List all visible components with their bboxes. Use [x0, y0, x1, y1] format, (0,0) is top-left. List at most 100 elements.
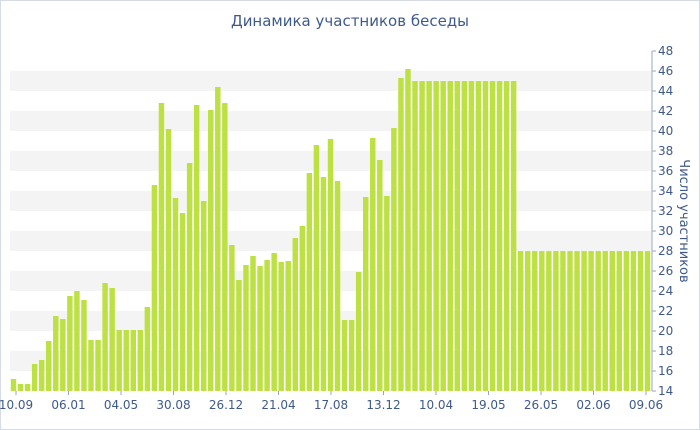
- x-tick-label: 26.05: [524, 398, 558, 412]
- bar: [588, 251, 594, 391]
- bar: [370, 138, 376, 391]
- bar: [546, 251, 552, 391]
- bar: [278, 262, 284, 391]
- x-tick-label: 10.04: [419, 398, 453, 412]
- bar: [419, 81, 425, 391]
- y-axis-label: Число участников: [676, 159, 691, 282]
- bar: [468, 81, 475, 391]
- bar: [264, 260, 270, 391]
- y-tick-label: 42: [658, 104, 673, 118]
- bar: [482, 81, 489, 391]
- bar: [67, 296, 73, 391]
- bar: [123, 330, 129, 391]
- y-tick-label: 20: [658, 324, 673, 338]
- bar: [433, 81, 439, 391]
- bar: [595, 251, 601, 391]
- bar: [144, 307, 151, 391]
- bar: [60, 319, 66, 391]
- x-tick-label: 17.08: [314, 398, 348, 412]
- bar: [496, 81, 503, 391]
- grid-band: [10, 111, 651, 131]
- y-tick-label: 34: [658, 184, 673, 198]
- bar: [623, 251, 630, 391]
- y-tick-label: 16: [658, 364, 673, 378]
- bar: [363, 197, 369, 391]
- y-tick-label: 48: [658, 44, 673, 58]
- bar: [236, 280, 242, 391]
- bar: [489, 81, 496, 391]
- bar: [243, 265, 249, 391]
- bar: [81, 300, 87, 391]
- bar: [10, 379, 17, 391]
- bar: [165, 129, 172, 391]
- bar: [208, 110, 214, 391]
- bar: [215, 87, 221, 391]
- bar: [348, 320, 355, 391]
- x-tick-label: 21.04: [261, 398, 295, 412]
- bar: [412, 81, 418, 391]
- bar: [334, 181, 341, 391]
- bar: [24, 384, 31, 391]
- bar: [186, 163, 193, 391]
- bar: [74, 291, 80, 391]
- x-tick-label: 09.06: [629, 398, 663, 412]
- x-tick-label: 06.01: [51, 398, 85, 412]
- bar: [341, 320, 348, 391]
- bar: [377, 160, 383, 391]
- x-tick-label: 26.12: [209, 398, 243, 412]
- x-axis-ticks: 10.09 06.01 04.05 30.08 26.12 21.04 17.08 13.12…: [0, 391, 663, 412]
- x-tick-label: 10.09: [0, 398, 33, 412]
- bar: [539, 251, 545, 391]
- bar: [581, 251, 587, 391]
- y-tick-label: 46: [658, 64, 673, 78]
- bar: [327, 139, 334, 391]
- bar: [574, 251, 580, 391]
- bar: [88, 340, 94, 391]
- bar: [116, 330, 122, 391]
- bar: [200, 201, 207, 391]
- y-tick-label: 44: [658, 84, 673, 98]
- bar: [644, 251, 651, 391]
- grid-band: [10, 71, 651, 91]
- bar: [193, 105, 200, 391]
- bar: [31, 364, 38, 391]
- bar: [553, 251, 559, 391]
- y-tick-label: 32: [658, 204, 673, 218]
- bar: [53, 316, 59, 391]
- bar: [405, 69, 411, 391]
- y-tick-label: 14: [658, 384, 673, 398]
- y-axis-ticks: 14 16 18 20 22 24 26 28 30 32 34 36 38 40 42 44 46 48: [652, 44, 673, 398]
- bar: [532, 251, 538, 391]
- bar: [299, 226, 306, 391]
- x-tick-label: 19.05: [471, 398, 505, 412]
- x-tick-label: 13.12: [366, 398, 400, 412]
- bar: [503, 81, 510, 391]
- bar: [222, 103, 228, 391]
- bar: [510, 81, 517, 391]
- bar: [609, 251, 615, 391]
- bar: [38, 360, 45, 391]
- bar: [637, 251, 644, 391]
- bar: [179, 213, 186, 391]
- bar: [616, 251, 623, 391]
- y-tick-label: 18: [658, 344, 673, 358]
- bar: [602, 251, 608, 391]
- y-tick-label: 36: [658, 164, 673, 178]
- bar: [137, 330, 144, 391]
- bar: [461, 81, 468, 391]
- y-tick-label: 28: [658, 244, 673, 258]
- bar: [426, 81, 432, 391]
- bar: [158, 103, 165, 391]
- y-tick-label: 22: [658, 304, 673, 318]
- bar: [384, 196, 390, 391]
- bar: [525, 251, 531, 391]
- x-tick-label: 30.08: [156, 398, 190, 412]
- bar: [447, 81, 453, 391]
- y-tick-label: 40: [658, 124, 673, 138]
- bar: [355, 272, 362, 391]
- bar: [229, 245, 235, 391]
- bar: [567, 251, 573, 391]
- bar: [257, 266, 263, 391]
- bar: [271, 253, 277, 391]
